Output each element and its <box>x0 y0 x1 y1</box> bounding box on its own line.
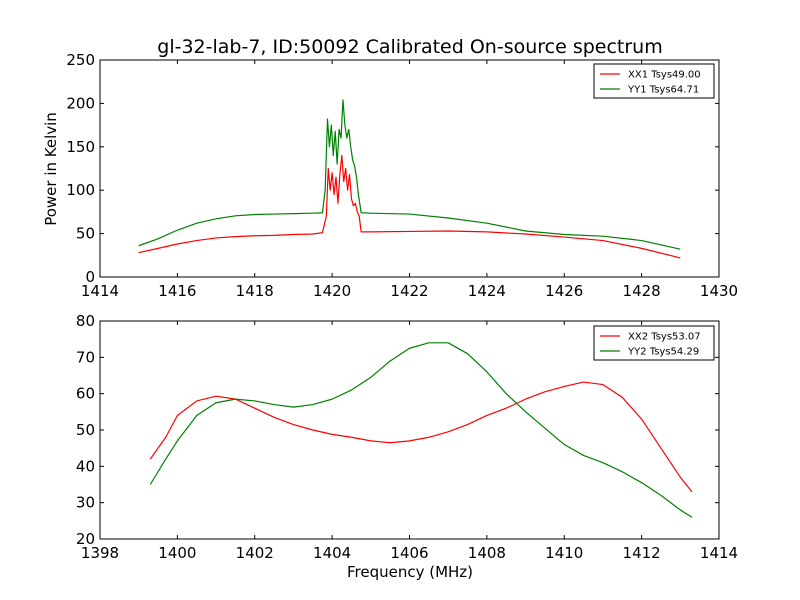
x-tick-label: 1420 <box>313 282 351 300</box>
x-tick-label: 1400 <box>158 544 196 562</box>
y-tick-label: 30 <box>76 494 95 512</box>
x-tick-label: 1402 <box>236 544 274 562</box>
x-tick-label: 1430 <box>700 282 738 300</box>
x-tick-label: 1398 <box>81 544 119 562</box>
legend-frame <box>593 63 715 99</box>
plot-area <box>138 99 681 259</box>
x-tick-label: 1404 <box>313 544 351 562</box>
legend: XX1 Tsys49.00 YY1 Tsys64.71 <box>593 63 715 99</box>
y-tick-label: 70 <box>76 348 95 366</box>
upper-y-axis-label: Power in Kelvin <box>42 112 60 226</box>
y-tick-label: 100 <box>66 181 95 199</box>
series-line-1-1 <box>138 154 681 259</box>
lower-spectrum-panel: Frequency (MHz) 1398 1400 1402 1404 1406 1408… <box>76 312 738 581</box>
y-tick-label: 250 <box>66 51 95 69</box>
upper-spectrum-panel: Power in Kelvin 1414 1416 1418 1420 1422 1424… <box>42 51 738 300</box>
chart-title: gl-32-lab-7, ID:50092 Calibrated On-sour… <box>157 36 662 58</box>
series-line-2-2 <box>149 342 693 518</box>
series-line-1-2 <box>138 99 681 250</box>
x-tick-label: 1414 <box>700 544 738 562</box>
x-tick-label: 1414 <box>81 282 119 300</box>
x-tick-label: 1428 <box>623 282 661 300</box>
x-tick-label: 1412 <box>623 544 661 562</box>
legend-entry-label: YY1 Tsys64.71 <box>627 85 699 96</box>
y-tick-label: 80 <box>76 312 95 330</box>
legend-entry-label: YY2 Tsys54.29 <box>627 347 699 358</box>
series-line-2-1 <box>149 381 693 493</box>
x-tick-label: 1418 <box>236 282 274 300</box>
plot-area <box>149 342 693 518</box>
y-tick-label: 0 <box>85 268 95 286</box>
x-tick-label: 1416 <box>158 282 196 300</box>
y-tick-label: 50 <box>76 421 95 439</box>
x-tick-label: 1422 <box>390 282 428 300</box>
x-tick-label: 1424 <box>468 282 506 300</box>
y-tick-label: 40 <box>76 457 95 475</box>
y-tick-label: 60 <box>76 385 95 403</box>
legend-frame <box>593 325 715 361</box>
legend-entry-label: XX1 Tsys49.00 <box>628 70 701 81</box>
y-tick-label: 50 <box>76 225 95 243</box>
legend-entry-label: XX2 Tsys53.07 <box>628 332 701 343</box>
x-tick-label: 1408 <box>468 544 506 562</box>
y-tick-label: 150 <box>66 138 95 156</box>
y-tick-label: 20 <box>76 530 95 548</box>
x-tick-label: 1406 <box>390 544 428 562</box>
legend: XX2 Tsys53.07 YY2 Tsys54.29 <box>593 325 715 361</box>
lower-x-axis-label: Frequency (MHz) <box>347 563 473 581</box>
x-tick-label: 1410 <box>545 544 583 562</box>
y-tick-label: 200 <box>66 94 95 112</box>
x-tick-label: 1426 <box>545 282 583 300</box>
